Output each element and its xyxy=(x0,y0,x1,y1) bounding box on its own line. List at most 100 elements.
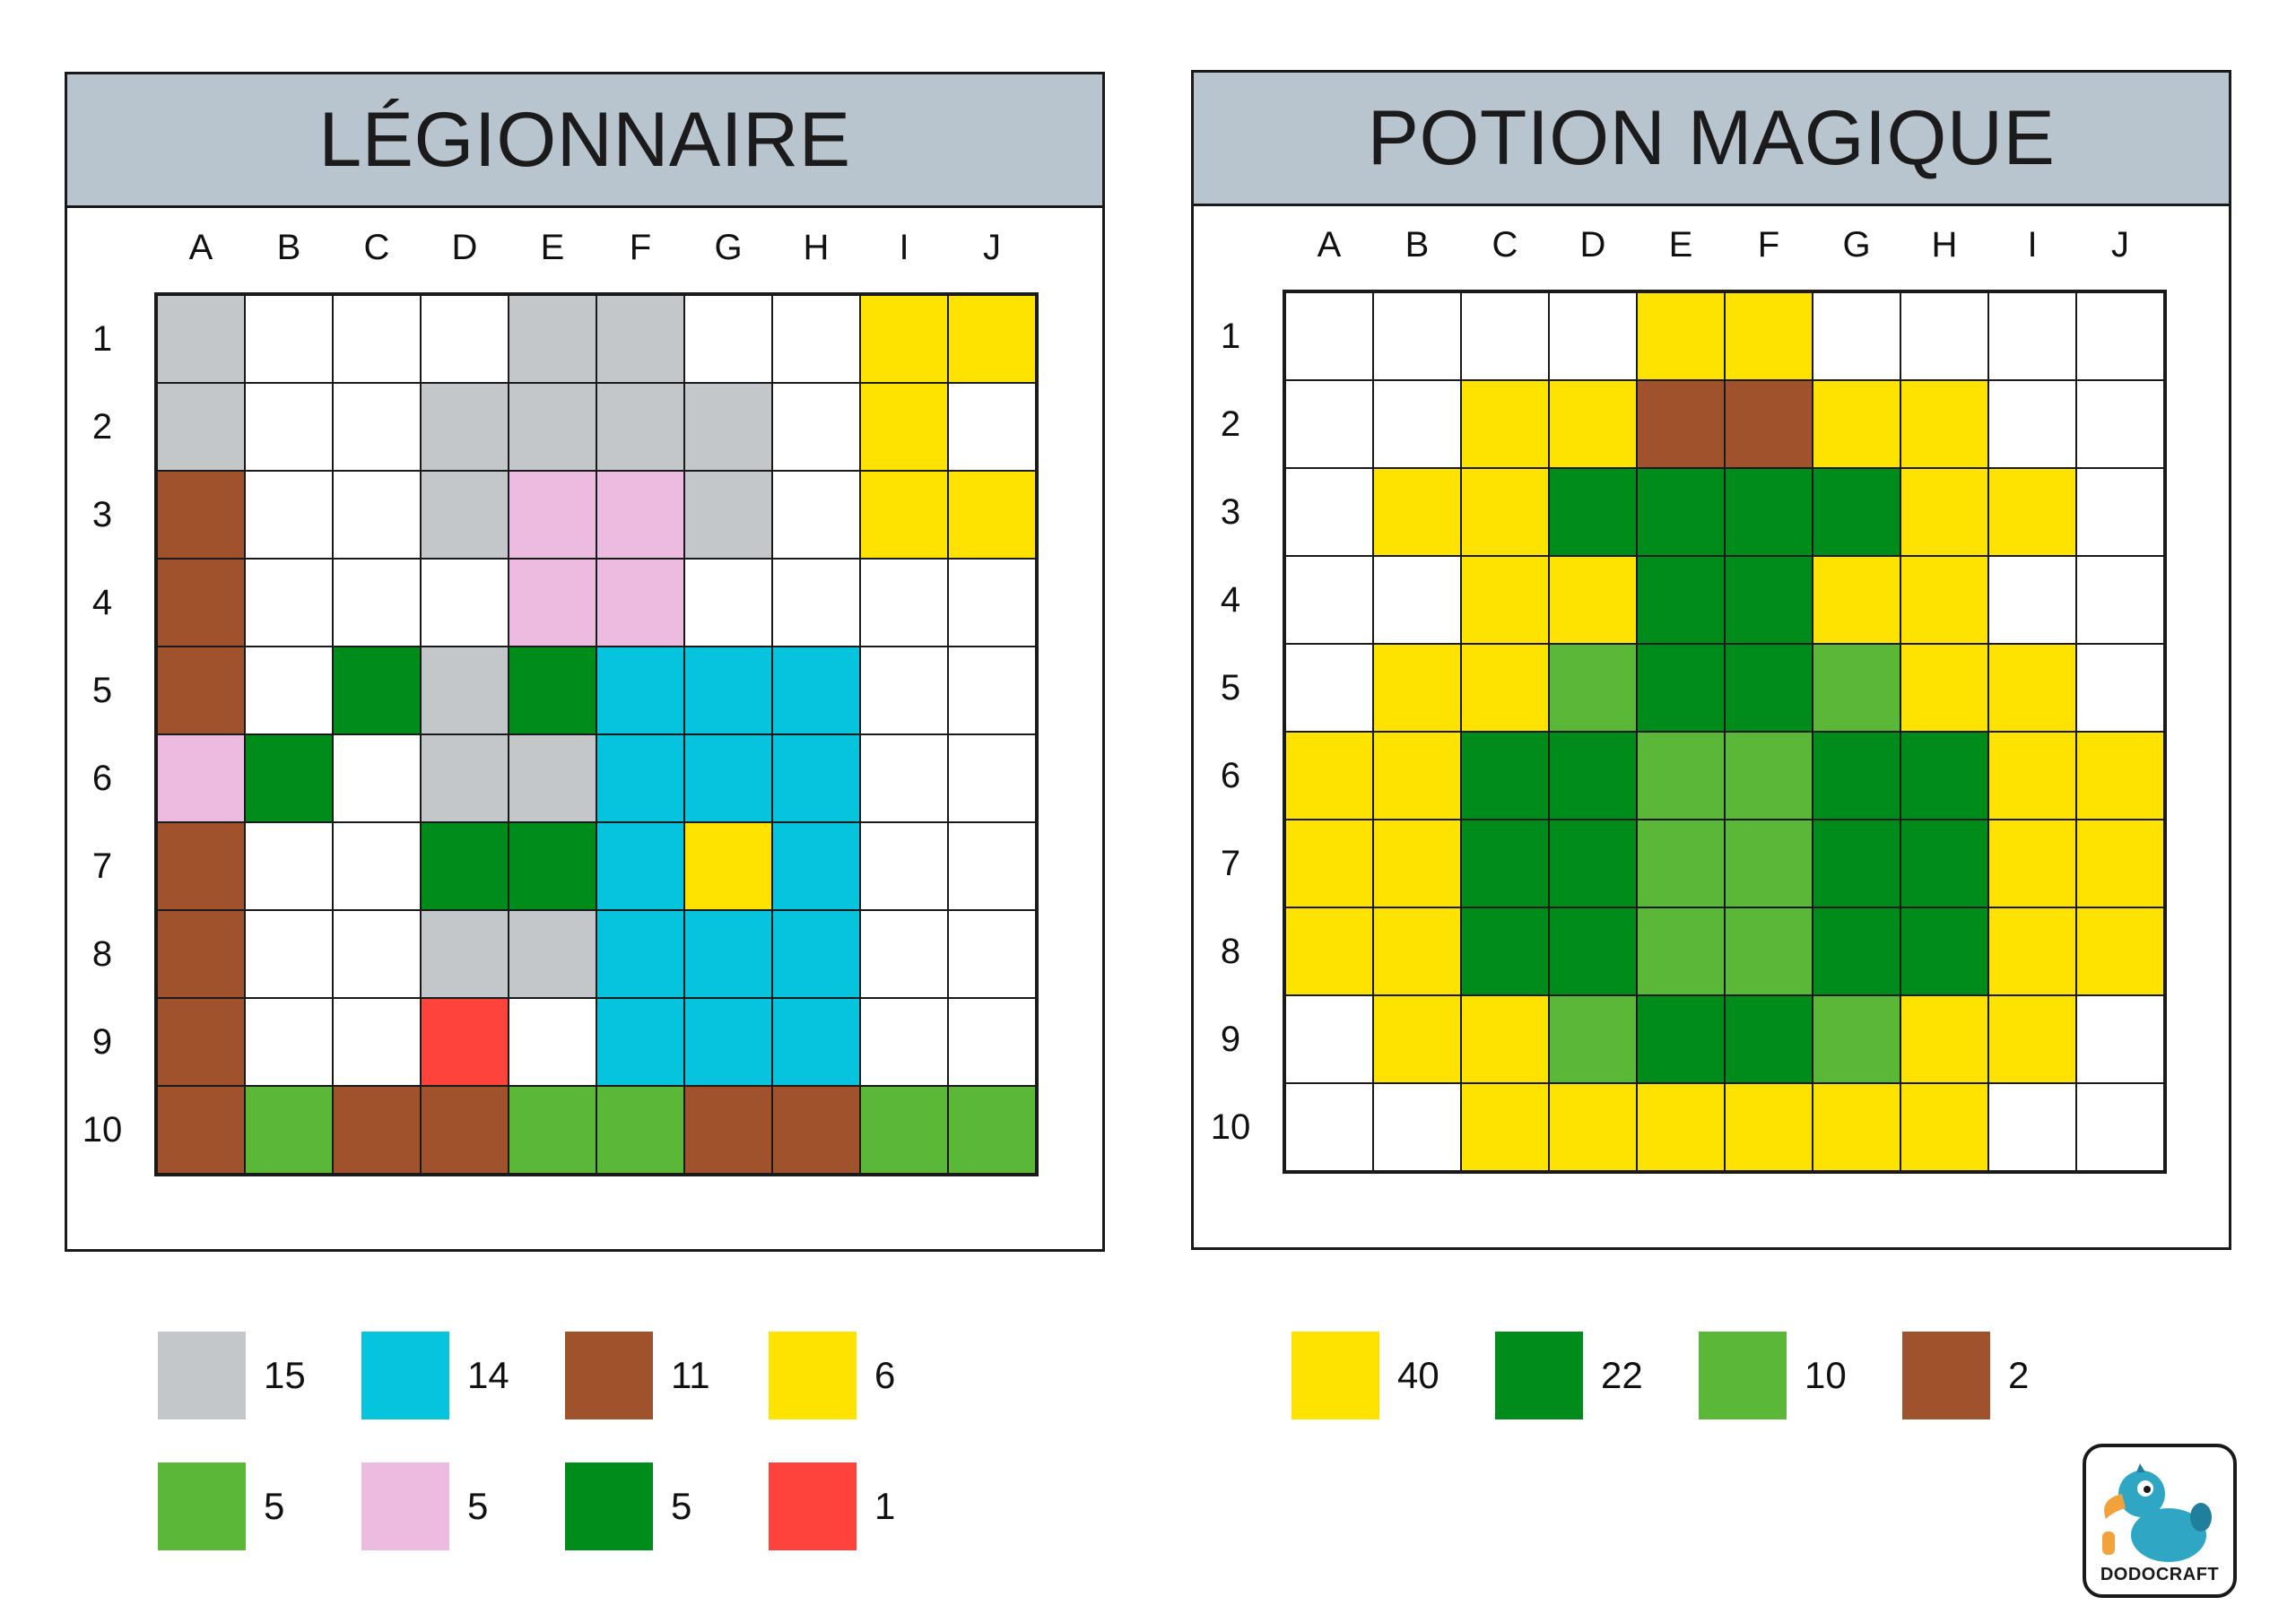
grid-cell-H8[interactable] xyxy=(1900,907,1988,995)
grid-cell-H2[interactable] xyxy=(1900,380,1988,468)
grid-cell-C1[interactable] xyxy=(1461,292,1549,380)
grid-cell-J5[interactable] xyxy=(948,647,1036,734)
grid-cell-H6[interactable] xyxy=(772,734,860,822)
grid-cell-G8[interactable] xyxy=(1813,907,1900,995)
grid-cell-F3[interactable] xyxy=(596,471,684,559)
grid-cell-H4[interactable] xyxy=(1900,556,1988,644)
grid-cell-G9[interactable] xyxy=(684,998,772,1086)
grid-cell-D1[interactable] xyxy=(421,295,509,383)
grid-cell-C9[interactable] xyxy=(333,998,421,1086)
grid-cell-C9[interactable] xyxy=(1461,995,1549,1083)
grid-cell-J9[interactable] xyxy=(948,998,1036,1086)
grid-cell-F10[interactable] xyxy=(1725,1083,1813,1171)
grid-cell-I8[interactable] xyxy=(1988,907,2076,995)
grid-cell-C6[interactable] xyxy=(1461,732,1549,820)
grid-cell-H9[interactable] xyxy=(772,998,860,1086)
grid-cell-F2[interactable] xyxy=(596,383,684,471)
grid-cell-C2[interactable] xyxy=(333,383,421,471)
grid-cell-C10[interactable] xyxy=(1461,1083,1549,1171)
grid-cell-H2[interactable] xyxy=(772,383,860,471)
grid-cell-D7[interactable] xyxy=(421,822,509,910)
grid-cell-C2[interactable] xyxy=(1461,380,1549,468)
grid-cell-I1[interactable] xyxy=(860,295,948,383)
grid-cell-B6[interactable] xyxy=(1373,732,1461,820)
grid-cell-H10[interactable] xyxy=(772,1086,860,1174)
grid-cell-H4[interactable] xyxy=(772,559,860,647)
grid-cell-A4[interactable] xyxy=(157,559,245,647)
grid-cell-I6[interactable] xyxy=(1988,732,2076,820)
grid-cell-G10[interactable] xyxy=(1813,1083,1900,1171)
grid-cell-E8[interactable] xyxy=(509,910,596,998)
grid-cell-B8[interactable] xyxy=(245,910,333,998)
grid-cell-F1[interactable] xyxy=(1725,292,1813,380)
grid-cell-B4[interactable] xyxy=(1373,556,1461,644)
grid-cell-B6[interactable] xyxy=(245,734,333,822)
grid-cell-G9[interactable] xyxy=(1813,995,1900,1083)
grid-cell-J7[interactable] xyxy=(948,822,1036,910)
grid-cell-I8[interactable] xyxy=(860,910,948,998)
grid-cell-I4[interactable] xyxy=(860,559,948,647)
grid-cell-B7[interactable] xyxy=(245,822,333,910)
grid-cell-F3[interactable] xyxy=(1725,468,1813,556)
grid-cell-D1[interactable] xyxy=(1549,292,1637,380)
grid-cell-E2[interactable] xyxy=(509,383,596,471)
grid-cell-I6[interactable] xyxy=(860,734,948,822)
grid-cell-E7[interactable] xyxy=(1637,820,1725,907)
grid-cell-B3[interactable] xyxy=(1373,468,1461,556)
grid-cell-I7[interactable] xyxy=(1988,820,2076,907)
grid-cell-E3[interactable] xyxy=(509,471,596,559)
grid-cell-A8[interactable] xyxy=(157,910,245,998)
grid-cell-D7[interactable] xyxy=(1549,820,1637,907)
grid-cell-I9[interactable] xyxy=(1988,995,2076,1083)
grid-cell-H1[interactable] xyxy=(772,295,860,383)
grid-cell-E5[interactable] xyxy=(1637,644,1725,732)
grid-cell-A7[interactable] xyxy=(1285,820,1373,907)
grid-cell-D5[interactable] xyxy=(421,647,509,734)
grid-cell-A3[interactable] xyxy=(157,471,245,559)
grid-cell-I1[interactable] xyxy=(1988,292,2076,380)
grid-cell-A4[interactable] xyxy=(1285,556,1373,644)
grid-cell-J9[interactable] xyxy=(2076,995,2164,1083)
grid-cell-G4[interactable] xyxy=(1813,556,1900,644)
grid-cell-F10[interactable] xyxy=(596,1086,684,1174)
grid-cell-A5[interactable] xyxy=(1285,644,1373,732)
grid-cell-D8[interactable] xyxy=(421,910,509,998)
grid-cell-D10[interactable] xyxy=(421,1086,509,1174)
grid-cell-J6[interactable] xyxy=(948,734,1036,822)
grid-cell-I2[interactable] xyxy=(1988,380,2076,468)
grid-cell-A8[interactable] xyxy=(1285,907,1373,995)
grid-cell-B1[interactable] xyxy=(245,295,333,383)
grid-cell-E6[interactable] xyxy=(509,734,596,822)
grid-cell-E8[interactable] xyxy=(1637,907,1725,995)
grid-cell-B3[interactable] xyxy=(245,471,333,559)
grid-cell-C10[interactable] xyxy=(333,1086,421,1174)
grid-cell-E10[interactable] xyxy=(1637,1083,1725,1171)
grid-cell-E1[interactable] xyxy=(509,295,596,383)
grid-cell-A5[interactable] xyxy=(157,647,245,734)
grid-cell-F1[interactable] xyxy=(596,295,684,383)
grid-cell-J8[interactable] xyxy=(948,910,1036,998)
grid-cell-H9[interactable] xyxy=(1900,995,1988,1083)
grid-cell-G6[interactable] xyxy=(684,734,772,822)
grid-cell-H8[interactable] xyxy=(772,910,860,998)
grid-cell-D9[interactable] xyxy=(421,998,509,1086)
grid-cell-J2[interactable] xyxy=(2076,380,2164,468)
grid-cell-I9[interactable] xyxy=(860,998,948,1086)
grid-cell-I10[interactable] xyxy=(1988,1083,2076,1171)
grid-cell-G7[interactable] xyxy=(684,822,772,910)
grid-cell-G3[interactable] xyxy=(684,471,772,559)
grid-cell-A1[interactable] xyxy=(1285,292,1373,380)
grid-cell-F4[interactable] xyxy=(596,559,684,647)
grid-cell-C7[interactable] xyxy=(1461,820,1549,907)
grid-cell-A6[interactable] xyxy=(157,734,245,822)
grid-cell-A1[interactable] xyxy=(157,295,245,383)
grid-cell-C8[interactable] xyxy=(333,910,421,998)
grid-cell-B10[interactable] xyxy=(245,1086,333,1174)
grid-cell-H3[interactable] xyxy=(1900,468,1988,556)
grid-cell-I4[interactable] xyxy=(1988,556,2076,644)
grid-cell-G10[interactable] xyxy=(684,1086,772,1174)
grid-cell-C6[interactable] xyxy=(333,734,421,822)
grid-cell-F9[interactable] xyxy=(1725,995,1813,1083)
grid-cell-A2[interactable] xyxy=(1285,380,1373,468)
grid-cell-A2[interactable] xyxy=(157,383,245,471)
